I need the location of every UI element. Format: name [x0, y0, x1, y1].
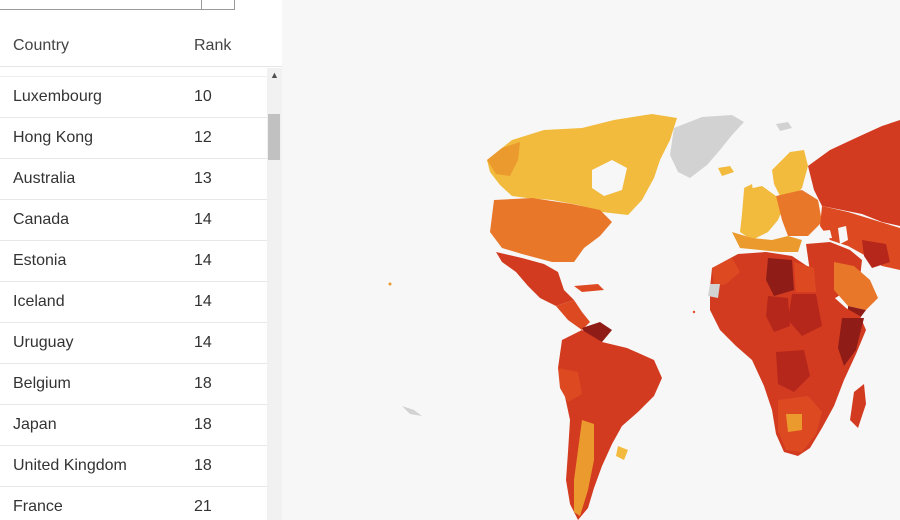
morocco-region[interactable]	[712, 258, 740, 286]
table-row[interactable]: Hong Kong 12	[0, 118, 267, 159]
central-america-region[interactable]	[556, 300, 590, 330]
uruguay-region[interactable]	[616, 446, 628, 460]
table-row[interactable]: United Kingdom 18	[0, 446, 267, 487]
iran-region[interactable]	[862, 240, 890, 268]
egypt-region[interactable]	[794, 262, 816, 292]
table-row[interactable]: Estonia 14	[0, 241, 267, 282]
column-header-country[interactable]: Country	[13, 37, 70, 54]
country-name: Japan	[13, 416, 57, 433]
rank-value: 13	[194, 170, 212, 187]
alaska-region[interactable]	[487, 142, 520, 176]
western-sahara-region[interactable]	[708, 284, 720, 298]
country-name: Estonia	[13, 252, 67, 269]
antarctic-islands	[402, 406, 422, 416]
ranking-panel: Country Rank Luxembourg 10 Hong Kong 12 Au…	[0, 0, 282, 520]
canada-region[interactable]	[487, 114, 677, 215]
madagascar-region[interactable]	[850, 384, 866, 428]
country-name: Australia	[13, 170, 76, 187]
country-name: Luxembourg	[13, 88, 102, 105]
libya-region[interactable]	[766, 258, 794, 296]
saudi-arabia-region[interactable]	[834, 262, 878, 310]
greenland-region[interactable]	[670, 115, 744, 178]
rank-value: 14	[194, 293, 212, 310]
table-header: Country Rank	[0, 26, 282, 67]
rank-value: 18	[194, 416, 212, 433]
search-input[interactable]	[0, 0, 235, 10]
caribbean-region[interactable]	[574, 284, 604, 292]
world-choropleth-map[interactable]	[282, 0, 900, 520]
scandinavia-region[interactable]	[772, 150, 808, 200]
black-sea	[812, 230, 832, 240]
southern-europe-region[interactable]	[732, 232, 802, 252]
eastern-europe-region[interactable]	[776, 190, 822, 236]
column-header-rank[interactable]: Rank	[194, 37, 232, 54]
table-row[interactable]: Iceland 14	[0, 282, 267, 323]
botswana-region[interactable]	[786, 414, 802, 432]
table-row[interactable]: France 21	[0, 487, 267, 520]
table-row[interactable]: Canada 14	[0, 200, 267, 241]
iceland-region[interactable]	[718, 166, 734, 176]
hudson-bay	[592, 160, 627, 196]
rank-value: 12	[194, 129, 212, 146]
country-name: Hong Kong	[13, 129, 94, 146]
svalbard-region[interactable]	[776, 122, 792, 131]
chad-region[interactable]	[766, 296, 790, 332]
table-row[interactable]: Luxembourg 10	[0, 77, 267, 118]
usa-region[interactable]	[490, 198, 612, 262]
country-name: Belgium	[13, 375, 71, 392]
scroll-up-arrow-icon[interactable]: ▲	[270, 70, 279, 80]
country-name: Iceland	[13, 293, 65, 310]
rank-value: 18	[194, 457, 212, 474]
rank-value: 14	[194, 211, 212, 228]
chile-region[interactable]	[574, 420, 594, 516]
drc-region[interactable]	[776, 350, 810, 392]
pacific-island-dot	[692, 310, 696, 314]
russia-region[interactable]	[808, 120, 900, 226]
search-button[interactable]	[201, 0, 234, 9]
table-row[interactable]: Uruguay 14	[0, 323, 267, 364]
world-map[interactable]	[282, 0, 900, 520]
country-name: United Kingdom	[13, 457, 127, 474]
rank-value: 10	[194, 88, 212, 105]
table-row[interactable]: Japan 18	[0, 405, 267, 446]
ranking-list: Luxembourg 10 Hong Kong 12 Australia 13 Can…	[0, 76, 267, 520]
country-name: Uruguay	[13, 334, 74, 351]
table-row[interactable]: Belgium 18	[0, 364, 267, 405]
country-name: Canada	[13, 211, 70, 228]
rank-value: 21	[194, 498, 212, 515]
atlantic-island-dot	[388, 282, 392, 286]
somalia-region[interactable]	[838, 318, 864, 366]
caspian-sea	[838, 226, 848, 244]
scrollbar-thumb[interactable]	[268, 114, 280, 160]
rank-value: 14	[194, 334, 212, 351]
sudan-region[interactable]	[788, 294, 822, 336]
south-america-region[interactable]	[558, 330, 662, 520]
country-name: France	[13, 498, 63, 515]
mexico-region[interactable]	[496, 252, 574, 306]
uk-region[interactable]	[744, 184, 754, 202]
table-row[interactable]: Australia 13	[0, 159, 267, 200]
list-scrollbar[interactable]: ▲	[267, 68, 282, 520]
rank-value: 18	[194, 375, 212, 392]
rank-value: 14	[194, 252, 212, 269]
peru-region[interactable]	[558, 368, 582, 402]
